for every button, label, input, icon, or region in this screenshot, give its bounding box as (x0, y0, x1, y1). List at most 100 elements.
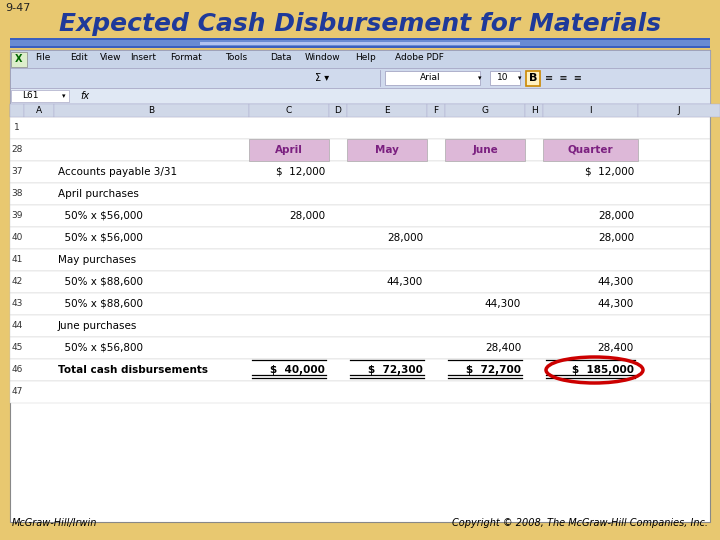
Text: $  72,700: $ 72,700 (466, 365, 521, 375)
Text: May purchases: May purchases (58, 255, 136, 265)
Bar (445, 104, 525, 117)
Text: May: May (375, 145, 399, 155)
Bar (10, 38, 710, 48)
Text: Arial: Arial (420, 73, 441, 83)
Bar (427, 104, 445, 117)
Text: 28,400: 28,400 (485, 343, 521, 353)
Bar (543, 104, 638, 117)
Text: June purchases: June purchases (58, 321, 138, 331)
Bar (10, 205, 710, 227)
Bar (10, 50, 710, 68)
Text: 9-47: 9-47 (5, 3, 30, 13)
Text: 50% x $56,000: 50% x $56,000 (58, 233, 143, 243)
Text: 28,000: 28,000 (598, 233, 634, 243)
Bar (54, 104, 249, 117)
Text: I: I (589, 106, 592, 115)
Text: File: File (35, 53, 50, 63)
Text: Expected Cash Disbursement for Materials: Expected Cash Disbursement for Materials (59, 12, 661, 36)
Text: B: B (148, 106, 155, 115)
Bar (385, 71, 480, 85)
Bar (10, 139, 710, 161)
Text: A: A (36, 106, 42, 115)
Bar (10, 315, 710, 337)
Bar (10, 161, 710, 183)
Text: 37: 37 (12, 167, 23, 177)
Text: ≡  ≡  ≡: ≡ ≡ ≡ (545, 73, 582, 83)
Text: Total cash disbursements: Total cash disbursements (58, 365, 208, 375)
Bar (10, 104, 24, 117)
Bar (10, 183, 710, 205)
Text: 43: 43 (12, 300, 23, 308)
Text: ▾: ▾ (478, 75, 482, 81)
Text: Adobe PDF: Adobe PDF (395, 53, 444, 63)
Text: Insert: Insert (130, 53, 156, 63)
Text: 38: 38 (12, 190, 23, 199)
Text: 39: 39 (12, 212, 23, 220)
Text: 28,000: 28,000 (289, 211, 325, 221)
Bar (200, 42, 520, 45)
Text: B: B (528, 73, 537, 83)
Text: 41: 41 (12, 255, 23, 265)
Text: Data: Data (270, 53, 292, 63)
Text: 50% x $88,600: 50% x $88,600 (58, 299, 143, 309)
Text: Accounts payable 3/31: Accounts payable 3/31 (58, 167, 177, 177)
Bar (10, 249, 710, 271)
Bar (10, 381, 710, 403)
Text: 47: 47 (12, 388, 23, 396)
Text: $  12,000: $ 12,000 (276, 167, 325, 177)
Text: 44,300: 44,300 (485, 299, 521, 309)
Text: L61: L61 (22, 91, 38, 100)
Text: June: June (472, 145, 498, 155)
Text: J: J (678, 106, 680, 115)
Bar (10, 337, 710, 359)
Text: fx: fx (80, 91, 89, 101)
Bar (490, 71, 520, 85)
Text: 46: 46 (12, 366, 23, 375)
Text: 42: 42 (12, 278, 22, 287)
Text: 44: 44 (12, 321, 22, 330)
Bar (249, 104, 329, 117)
Text: $  12,000: $ 12,000 (585, 167, 634, 177)
Bar (329, 104, 347, 117)
Bar (638, 104, 720, 117)
Text: McGraw-Hill/Irwin: McGraw-Hill/Irwin (12, 518, 97, 528)
Text: Tools: Tools (225, 53, 247, 63)
Bar (11, 90, 69, 102)
Text: Quarter: Quarter (567, 145, 613, 155)
Text: C: C (286, 106, 292, 115)
Bar (24, 104, 54, 117)
Text: 45: 45 (12, 343, 23, 353)
Text: 28: 28 (12, 145, 23, 154)
Bar (525, 104, 543, 117)
Text: 28,400: 28,400 (598, 343, 634, 353)
Bar (10, 227, 710, 249)
Text: 44,300: 44,300 (387, 277, 423, 287)
Text: 50% x $88,600: 50% x $88,600 (58, 277, 143, 287)
Bar (11, 52, 27, 67)
Text: April: April (275, 145, 303, 155)
Text: D: D (335, 106, 341, 115)
Text: $  40,000: $ 40,000 (270, 365, 325, 375)
Bar (10, 104, 710, 117)
Bar (10, 117, 710, 139)
Text: Window: Window (305, 53, 341, 63)
Text: ▾: ▾ (518, 75, 521, 81)
Text: Format: Format (170, 53, 202, 63)
Text: F: F (433, 106, 438, 115)
Bar (347, 139, 427, 161)
Text: 10: 10 (498, 73, 509, 83)
Text: View: View (100, 53, 122, 63)
Text: 44,300: 44,300 (598, 277, 634, 287)
Text: ▾: ▾ (62, 93, 66, 99)
Text: 50% x $56,000: 50% x $56,000 (58, 211, 143, 221)
Text: 44,300: 44,300 (598, 299, 634, 309)
Text: 28,000: 28,000 (387, 233, 423, 243)
Bar (10, 359, 710, 381)
Bar (445, 139, 525, 161)
Bar (526, 71, 540, 86)
Text: 28,000: 28,000 (598, 211, 634, 221)
Bar (10, 40, 710, 46)
Text: Σ ▾: Σ ▾ (315, 73, 329, 83)
Bar (10, 271, 710, 293)
Text: April purchases: April purchases (58, 189, 139, 199)
